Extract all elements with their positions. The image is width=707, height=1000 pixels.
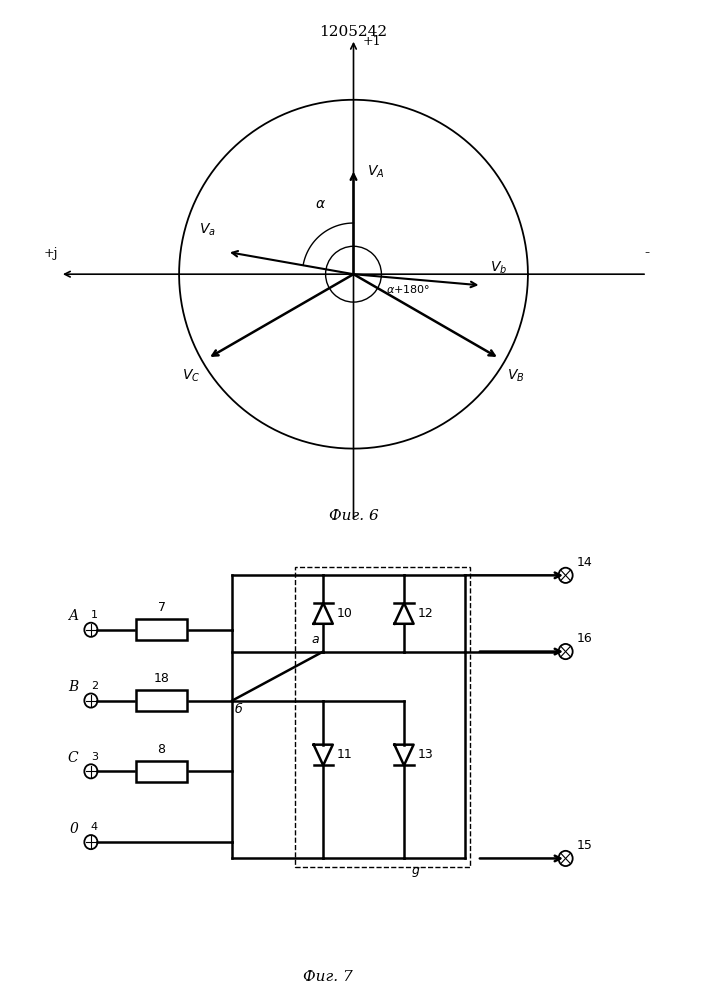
Bar (136, 761, 187, 782)
Text: -: - (644, 246, 649, 260)
Text: 1: 1 (91, 610, 98, 620)
Text: $V_b$: $V_b$ (490, 259, 508, 276)
Text: g: g (411, 864, 419, 877)
Text: 8: 8 (158, 743, 165, 756)
Text: $\alpha$+180°: $\alpha$+180° (386, 283, 431, 295)
Text: б: б (235, 703, 243, 716)
Text: Фиг. 7: Фиг. 7 (303, 970, 353, 984)
Text: 1205242: 1205242 (320, 25, 387, 39)
Text: 13: 13 (418, 748, 433, 762)
Text: +1: +1 (363, 35, 382, 48)
Text: $V_a$: $V_a$ (199, 222, 216, 238)
Text: $V_B$: $V_B$ (507, 368, 525, 384)
Text: 11: 11 (337, 748, 353, 762)
Text: 7: 7 (158, 601, 165, 614)
Text: 16: 16 (577, 632, 592, 645)
Text: 3: 3 (91, 752, 98, 762)
Text: 12: 12 (418, 607, 433, 620)
Text: $V_A$: $V_A$ (368, 163, 385, 180)
Text: $V_C$: $V_C$ (182, 368, 200, 384)
Text: 4: 4 (91, 822, 98, 832)
Text: 14: 14 (577, 556, 592, 569)
Text: 0: 0 (69, 822, 78, 836)
Text: a: a (312, 633, 319, 646)
Text: C: C (68, 751, 78, 765)
Text: +j: +j (44, 247, 58, 260)
Text: A: A (69, 609, 78, 623)
Bar (136, 619, 187, 640)
Text: Фиг. 6: Фиг. 6 (329, 509, 378, 523)
Bar (136, 690, 187, 711)
Text: 15: 15 (577, 839, 592, 852)
Text: B: B (68, 680, 78, 694)
Text: 18: 18 (153, 672, 170, 685)
Text: 10: 10 (337, 607, 353, 620)
Text: $\alpha$: $\alpha$ (315, 197, 327, 211)
Text: 2: 2 (91, 681, 98, 691)
